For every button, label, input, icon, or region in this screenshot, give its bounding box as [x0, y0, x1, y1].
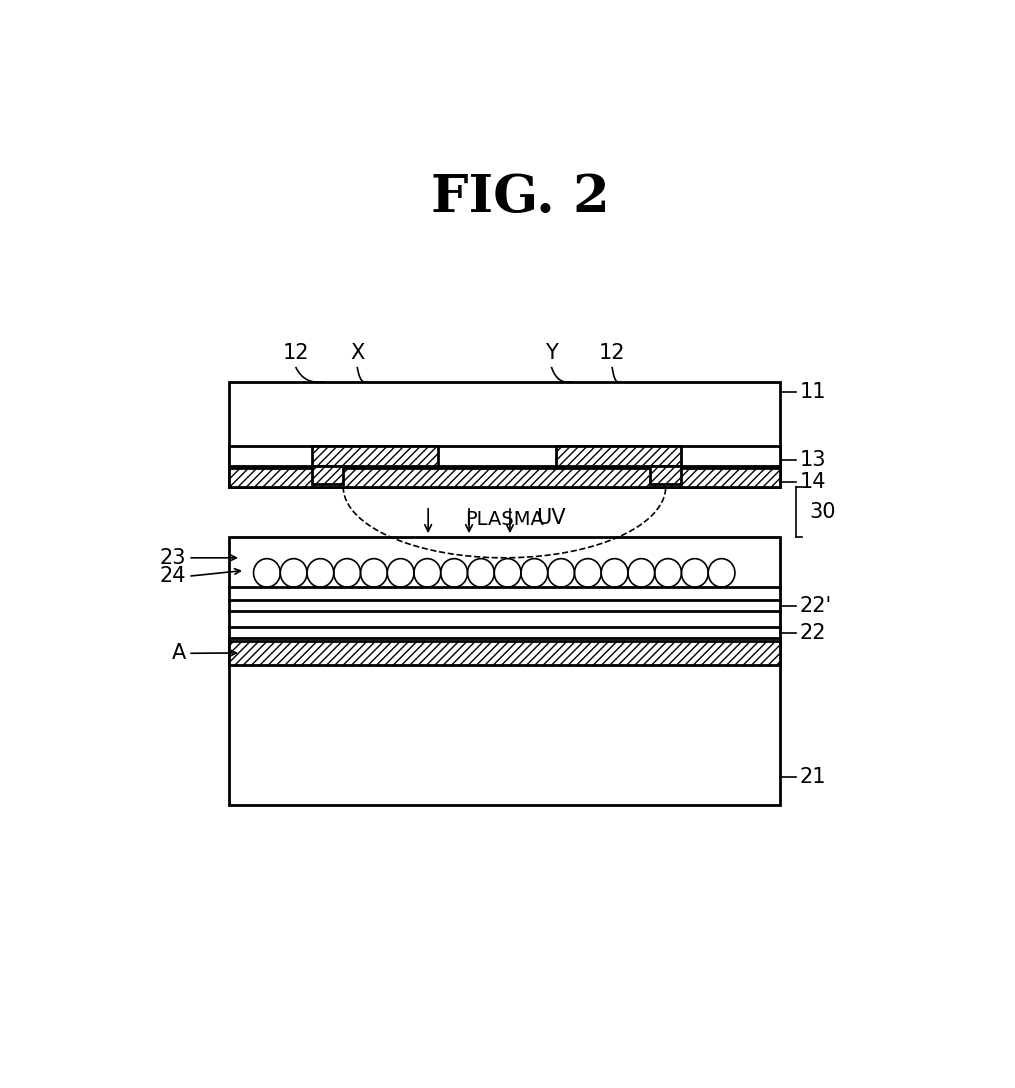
- Text: PLASMA: PLASMA: [465, 510, 544, 529]
- Text: 12: 12: [283, 344, 310, 363]
- Text: Y: Y: [545, 344, 558, 363]
- Text: 22': 22': [800, 596, 831, 617]
- Text: 30: 30: [810, 502, 836, 522]
- Bar: [312, 446, 437, 466]
- Bar: [229, 382, 780, 486]
- Text: FIG. 2: FIG. 2: [430, 172, 610, 223]
- Text: 22: 22: [800, 623, 826, 643]
- Text: X: X: [350, 344, 364, 363]
- Bar: [555, 446, 681, 466]
- Text: 11: 11: [800, 382, 826, 401]
- Text: UV: UV: [536, 508, 565, 528]
- Bar: [229, 468, 780, 486]
- Bar: [229, 446, 780, 466]
- Text: 24: 24: [159, 566, 186, 586]
- Bar: [312, 466, 343, 484]
- Text: A: A: [172, 643, 186, 664]
- Bar: [229, 536, 780, 805]
- Text: 21: 21: [800, 767, 826, 788]
- Text: 13: 13: [800, 449, 826, 470]
- Bar: [229, 641, 780, 665]
- Text: 14: 14: [800, 471, 826, 492]
- Bar: [650, 466, 681, 484]
- Text: 12: 12: [599, 344, 625, 363]
- Text: 23: 23: [159, 548, 186, 568]
